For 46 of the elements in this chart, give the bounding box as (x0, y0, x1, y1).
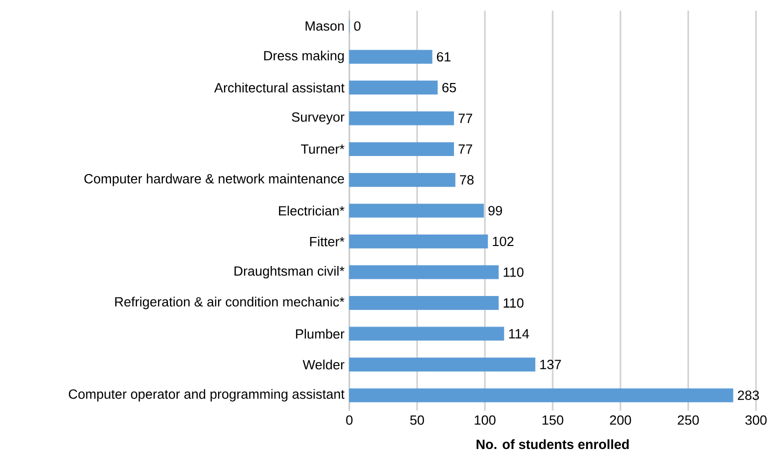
data-label: 77 (458, 114, 472, 123)
y-tick-label: Welder (302, 360, 344, 370)
data-label: 77 (458, 144, 472, 154)
data-label: 137 (540, 360, 561, 370)
x-tick-label: 100 (474, 415, 496, 425)
bar (349, 50, 432, 64)
data-label: 0 (354, 21, 360, 31)
y-tick-label: Turner* (300, 144, 344, 154)
x-tick-label: 0 (346, 415, 353, 425)
data-label: 110 (504, 267, 524, 277)
data-label: 65 (442, 82, 456, 92)
data-label: 102 (492, 236, 514, 246)
bar (349, 172, 456, 187)
bar (349, 296, 499, 310)
bar (349, 388, 734, 402)
x-axis-title: No. of students enrolled (476, 439, 629, 450)
bar (349, 265, 499, 280)
y-tick-label: Computer hardware & network maintenance (84, 174, 344, 186)
bar (349, 204, 484, 218)
data-label: 99 (488, 206, 502, 216)
y-tick-label: Architectural assistant (214, 82, 345, 92)
bar (349, 80, 438, 95)
x-tick-label: 250 (678, 415, 699, 425)
bar (349, 142, 454, 156)
data-label: 283 (738, 390, 759, 400)
x-tick-label: 200 (610, 415, 632, 425)
x-tick-label: 150 (542, 415, 564, 425)
bar (349, 111, 454, 126)
y-tick-label: Surveyor (292, 112, 344, 124)
data-label: 114 (509, 329, 529, 338)
data-label: 110 (504, 298, 524, 308)
y-tick-label: Computer operator and programming assistant (68, 389, 344, 402)
y-tick-label: Draughtsman civil* (234, 266, 344, 278)
x-tick-label: 300 (745, 415, 767, 425)
bar (349, 326, 504, 341)
bar (349, 358, 536, 372)
x-tick-label: 50 (410, 415, 424, 425)
data-label: 61 (436, 52, 450, 62)
y-tick-label: Electrician* (279, 206, 344, 216)
bar (349, 234, 488, 248)
y-tick-label: Refrigeration & air condition mechanic* (115, 296, 344, 310)
y-tick-label: Dress making (264, 50, 344, 64)
y-tick-label: Fitter* (310, 236, 344, 246)
y-tick-label: Mason (306, 21, 344, 31)
data-label: 78 (460, 175, 474, 185)
y-tick-label: Plumber (296, 328, 344, 339)
